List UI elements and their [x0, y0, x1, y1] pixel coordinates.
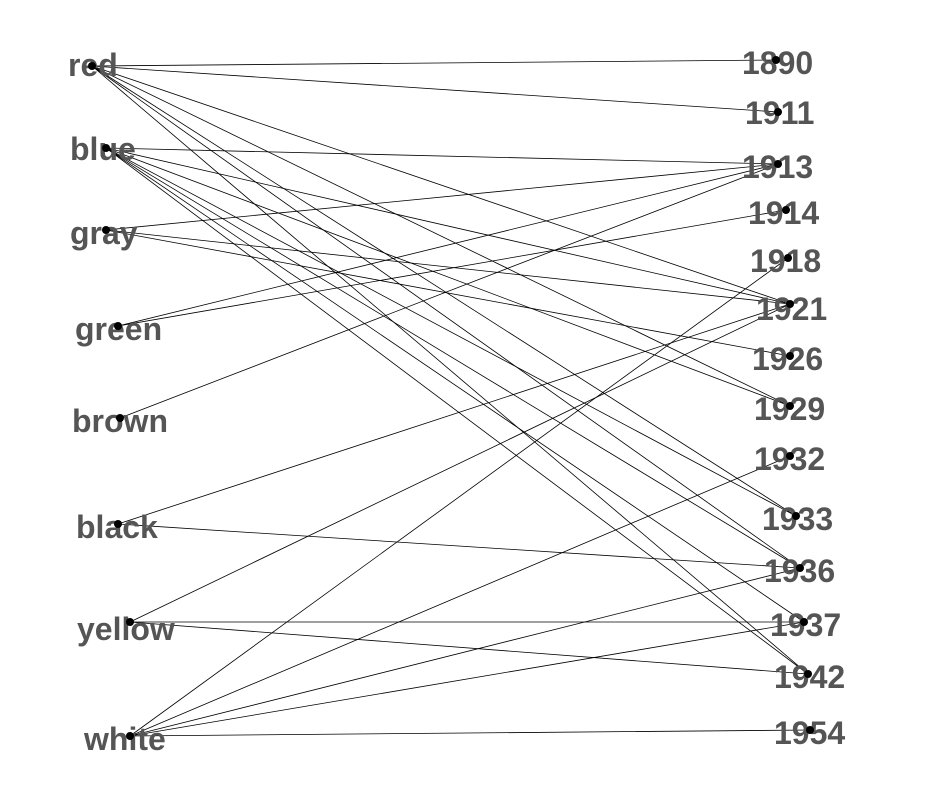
right-node-1921: 1921	[756, 291, 827, 327]
right-node-dot-1890	[772, 56, 780, 64]
right-node-dot-1942	[804, 670, 812, 678]
right-node-dot-1926	[786, 352, 794, 360]
right-node-dot-1933	[792, 512, 800, 520]
node-layer: red blue gray green brown black yellow white 189…	[68, 45, 845, 757]
edge-red-1890	[91, 59, 777, 67]
left-node-dot-white	[126, 732, 134, 740]
left-node-brown: brown	[72, 403, 168, 439]
edge-blue-1913	[105, 147, 779, 165]
right-node-dot-1914	[782, 206, 790, 214]
edge-blue-1937	[105, 147, 805, 623]
right-node-dot-1932	[786, 452, 794, 460]
right-node-1890: 1890	[742, 45, 813, 81]
right-node-1937: 1937	[770, 607, 841, 643]
edge-red-1942	[91, 65, 809, 675]
right-node-1932: 1932	[754, 441, 825, 477]
left-node-white: white	[83, 721, 166, 757]
right-node-dot-1913	[774, 160, 782, 168]
right-node-1918: 1918	[750, 243, 821, 279]
left-node-dot-yellow	[126, 618, 134, 626]
right-node-1954: 1954	[774, 715, 845, 751]
edge-white-1932	[129, 455, 791, 737]
edge-red-1911	[91, 65, 779, 113]
right-node-dot-1929	[786, 402, 794, 410]
right-node-1914: 1914	[748, 195, 819, 231]
edge-white-1918	[129, 257, 789, 737]
right-node-label-1921: 1921	[756, 291, 827, 327]
right-node-dot-1918	[784, 254, 792, 262]
edge-yellow-1921	[129, 303, 791, 623]
edge-white-1954	[129, 729, 811, 737]
edge-blue-1929	[105, 147, 791, 407]
right-node-1911: 1911	[745, 95, 814, 131]
left-node-dot-black	[114, 520, 122, 528]
edge-red-1929	[91, 65, 791, 407]
edge-gray-1926	[105, 229, 791, 357]
left-node-green: green	[75, 311, 162, 347]
left-node-dot-red	[88, 62, 96, 70]
edge-green-1913	[117, 163, 779, 327]
edge-black-1921	[117, 303, 791, 525]
left-node-dot-brown	[116, 414, 124, 422]
left-node-label-yellow: yellow	[77, 611, 175, 647]
right-node-dot-1954	[806, 726, 814, 734]
edge-blue-1933	[105, 147, 797, 517]
edge-gray-1921	[105, 229, 791, 305]
left-node-label-white: white	[83, 721, 166, 757]
edge-blue-1936	[105, 147, 801, 569]
edge-layer	[91, 59, 811, 737]
left-node-dot-green	[114, 322, 122, 330]
edge-brown-1913	[119, 163, 779, 419]
left-node-blue: blue	[70, 131, 136, 167]
right-node-1926: 1926	[752, 341, 823, 377]
edge-blue-1942	[105, 147, 809, 675]
edge-gray-1913	[105, 163, 779, 231]
left-node-red: red	[68, 47, 118, 83]
right-node-1936: 1936	[764, 553, 835, 589]
edge-white-1936	[129, 567, 801, 737]
right-node-dot-1911	[774, 108, 782, 116]
edge-green-1914	[117, 209, 787, 327]
edge-blue-1921	[105, 147, 791, 305]
left-node-dot-blue	[102, 144, 110, 152]
right-node-dot-1921	[786, 300, 794, 308]
right-node-dot-1936	[796, 564, 804, 572]
edge-black-1936	[117, 523, 801, 569]
left-node-yellow: yellow	[77, 611, 175, 647]
right-node-1942: 1942	[774, 659, 845, 695]
right-node-dot-1937	[800, 618, 808, 626]
right-node-1929: 1929	[754, 391, 825, 427]
edge-white-1937	[129, 621, 805, 737]
edge-red-1936	[91, 65, 801, 569]
left-node-dot-gray	[102, 226, 110, 234]
left-node-gray: gray	[70, 215, 138, 251]
right-node-1933: 1933	[762, 501, 833, 537]
edge-red-1933	[91, 65, 797, 517]
left-node-black: black	[76, 509, 158, 545]
edge-red-1921	[91, 65, 791, 305]
right-node-1913: 1913	[742, 149, 813, 185]
edge-yellow-1942	[129, 621, 809, 675]
